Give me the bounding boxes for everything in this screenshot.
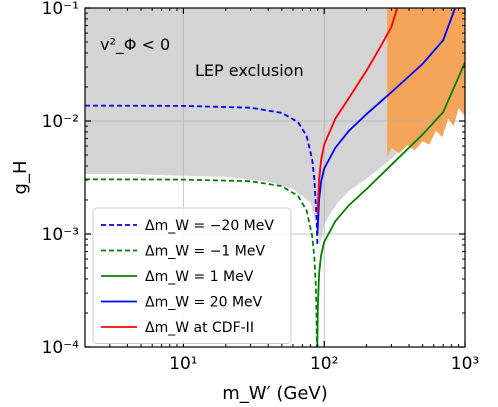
- y-tick-label: 10⁻⁴: [42, 338, 80, 358]
- legend-label-m-w-1-mev: Δm_W = −1 MeV: [145, 244, 265, 260]
- y-tick-label: 10⁻²: [42, 112, 79, 132]
- series-group: [85, 8, 465, 347]
- legend: Δm_W = −20 MeV Δm_W = −1 MeV Δm_W = 1 MeV Δ…: [92, 207, 292, 344]
- legend-label-m-w-1-mev: Δm_W = 1 MeV: [145, 269, 254, 285]
- ticks-group: 10¹ 10² 10³ 10⁻¹ 10⁻² 10⁻³ 10⁻⁴: [42, 0, 480, 374]
- x-tick-label: 10²: [310, 354, 338, 374]
- legend-label-m-w-20-mev: Δm_W = 20 MeV: [145, 295, 263, 311]
- y-axis-title: g_H: [10, 161, 31, 195]
- x-axis-title: m_W′ (GeV): [222, 383, 328, 404]
- regions-group: [85, 8, 465, 245]
- axis-titles-group: m_W′ (GeV) g_H: [10, 161, 328, 404]
- annotations-group: v²_Φ < 0 LEP exclusion: [100, 35, 304, 80]
- series-line-m-w-20-mev: [316, 8, 456, 235]
- series-line-m-w-20-mev: [85, 104, 319, 246]
- annotation-negative-vev: v²_Φ < 0: [100, 35, 170, 55]
- x-tick-label: 10³: [451, 354, 479, 374]
- y-tick-label: 10⁻³: [42, 225, 79, 245]
- legend-label-m-w-at-cdf-ii: Δm_W at CDF-II: [145, 320, 254, 336]
- region-lep-exclusion: [85, 8, 465, 245]
- x-tick-label: 10¹: [169, 354, 197, 374]
- y-tick-label: 10⁻¹: [42, 0, 79, 19]
- plot-frame: [84, 7, 466, 348]
- region-cdf-ii: [387, 8, 465, 157]
- legend-box: [92, 207, 292, 344]
- series-line-m-w-1-mev: [316, 62, 465, 347]
- series-line-m-w-1-mev: [85, 178, 318, 347]
- annotation-lep-exclusion: LEP exclusion: [195, 61, 304, 80]
- legend-label-m-w-20-mev: Δm_W = −20 MeV: [145, 218, 274, 234]
- series-line-m-w-at-cdf-ii: [316, 8, 399, 215]
